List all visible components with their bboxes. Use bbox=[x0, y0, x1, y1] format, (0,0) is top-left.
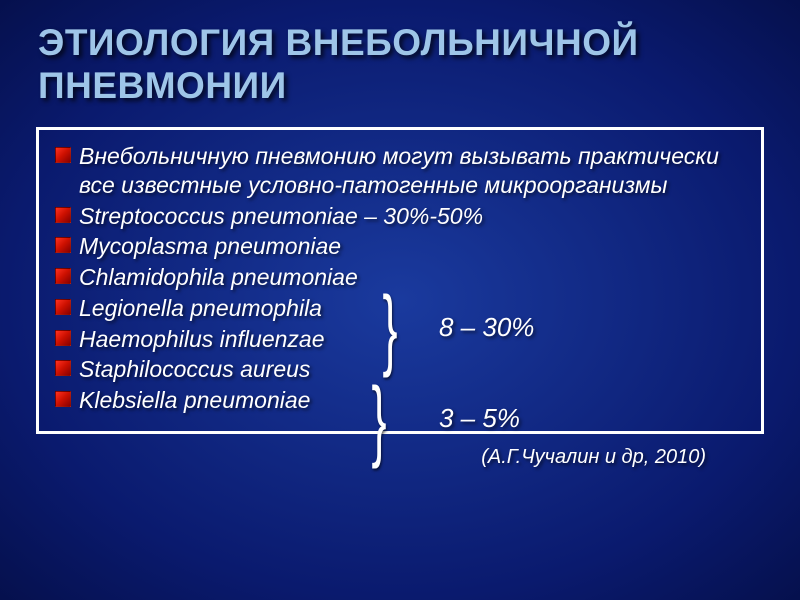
bullet-marker-icon bbox=[55, 268, 71, 284]
bullet-marker-icon bbox=[55, 299, 71, 315]
bullet-text: Mycoplasma pneumoniae bbox=[79, 232, 341, 261]
slide-title: ЭТИОЛОГИЯ ВНЕБОЛЬНИЧНОЙ ПНЕВМОНИИ bbox=[0, 0, 800, 117]
bullet-item: Внебольничную пневмонию могут вызывать п… bbox=[55, 142, 745, 200]
bullet-item: Streptococcus pneumoniae – 30%-50% bbox=[55, 202, 745, 231]
content-box: Внебольничную пневмонию могут вызывать п… bbox=[36, 127, 764, 434]
citation-text: (А.Г.Чучалин и др, 2010) bbox=[0, 434, 800, 469]
bullet-item: Klebsiella pneumoniae bbox=[55, 386, 745, 415]
bullet-marker-icon bbox=[55, 330, 71, 346]
bullet-text: Haemophilus influenzae bbox=[79, 325, 325, 354]
bullet-marker-icon bbox=[55, 360, 71, 376]
bullet-marker-icon bbox=[55, 207, 71, 223]
bullet-item: Mycoplasma pneumoniae bbox=[55, 232, 745, 261]
bullet-marker-icon bbox=[55, 237, 71, 253]
bullet-item: Staphilococcus aureus bbox=[55, 355, 745, 384]
bullet-text: Legionella pneumophila bbox=[79, 294, 322, 323]
bullet-item: Haemophilus influenzae bbox=[55, 325, 745, 354]
group-percent-label: 3 – 5% bbox=[439, 403, 520, 434]
bullet-text: Staphilococcus aureus bbox=[79, 355, 310, 384]
bullet-marker-icon bbox=[55, 147, 71, 163]
bullet-item: Legionella pneumophila bbox=[55, 294, 745, 323]
bullet-text: Chlamidophila pneumoniae bbox=[79, 263, 358, 292]
bullet-text: Streptococcus pneumoniae – 30%-50% bbox=[79, 202, 483, 231]
group-percent-label: 8 – 30% bbox=[439, 312, 534, 343]
bullet-item: Chlamidophila pneumoniae bbox=[55, 263, 745, 292]
bullet-text: Внебольничную пневмонию могут вызывать п… bbox=[79, 142, 745, 200]
bullet-text: Klebsiella pneumoniae bbox=[79, 386, 310, 415]
bullet-marker-icon bbox=[55, 391, 71, 407]
